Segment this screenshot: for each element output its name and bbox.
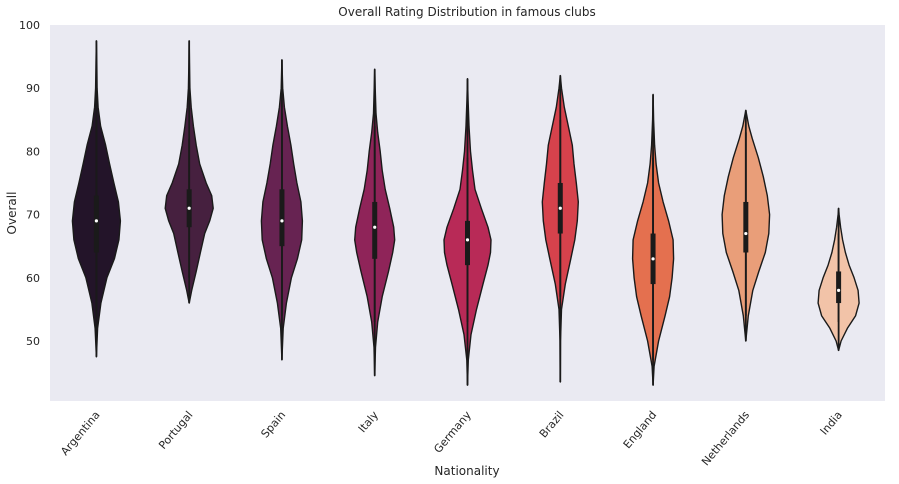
violin-median-dot xyxy=(280,219,284,223)
x-tick-label: Portugal xyxy=(156,409,195,452)
y-tick-label: 60 xyxy=(26,272,40,285)
x-tick-label: Brazil xyxy=(537,409,567,441)
violin-median-dot xyxy=(558,206,562,210)
y-tick-label: 80 xyxy=(26,145,40,158)
y-tick-label: 70 xyxy=(26,209,40,222)
violin-median-dot xyxy=(373,225,377,229)
x-axis-ticks: Argentina Portugal Spain Italy Germany Brazil… xyxy=(58,408,845,468)
x-tick-label: Argentina xyxy=(58,409,102,458)
y-axis-label: Overall xyxy=(5,192,19,235)
x-tick-label: Germany xyxy=(431,408,474,455)
y-tick-label: 90 xyxy=(26,82,40,95)
violin-iqr-box xyxy=(279,189,285,247)
violin-median-dot xyxy=(651,257,655,261)
violin-median-dot xyxy=(465,238,470,242)
violin-median-dot xyxy=(837,288,841,293)
y-tick-label: 100 xyxy=(19,19,40,32)
violin-median-dot xyxy=(94,219,98,223)
violin-median-dot xyxy=(744,231,748,236)
x-tick-label: England xyxy=(621,409,660,452)
violin-iqr-box xyxy=(836,271,842,304)
x-tick-label: India xyxy=(818,409,845,438)
violin-iqr-box xyxy=(372,201,378,259)
y-axis-ticks: 50 60 70 80 90 100 xyxy=(19,19,40,348)
violin-iqr-box xyxy=(93,195,99,253)
violins-group xyxy=(71,40,860,386)
violin-iqr-box xyxy=(743,201,749,253)
x-axis-label: Nationality xyxy=(434,464,499,478)
violin-iqr-box xyxy=(465,220,470,266)
chart-title: Overall Rating Distribution in famous cl… xyxy=(338,5,595,19)
y-tick-label: 50 xyxy=(26,335,40,348)
x-tick-label: Netherlands xyxy=(699,408,752,468)
violin-median-dot xyxy=(187,206,191,210)
x-tick-label: Spain xyxy=(259,409,289,441)
x-tick-label: Italy xyxy=(356,408,382,435)
